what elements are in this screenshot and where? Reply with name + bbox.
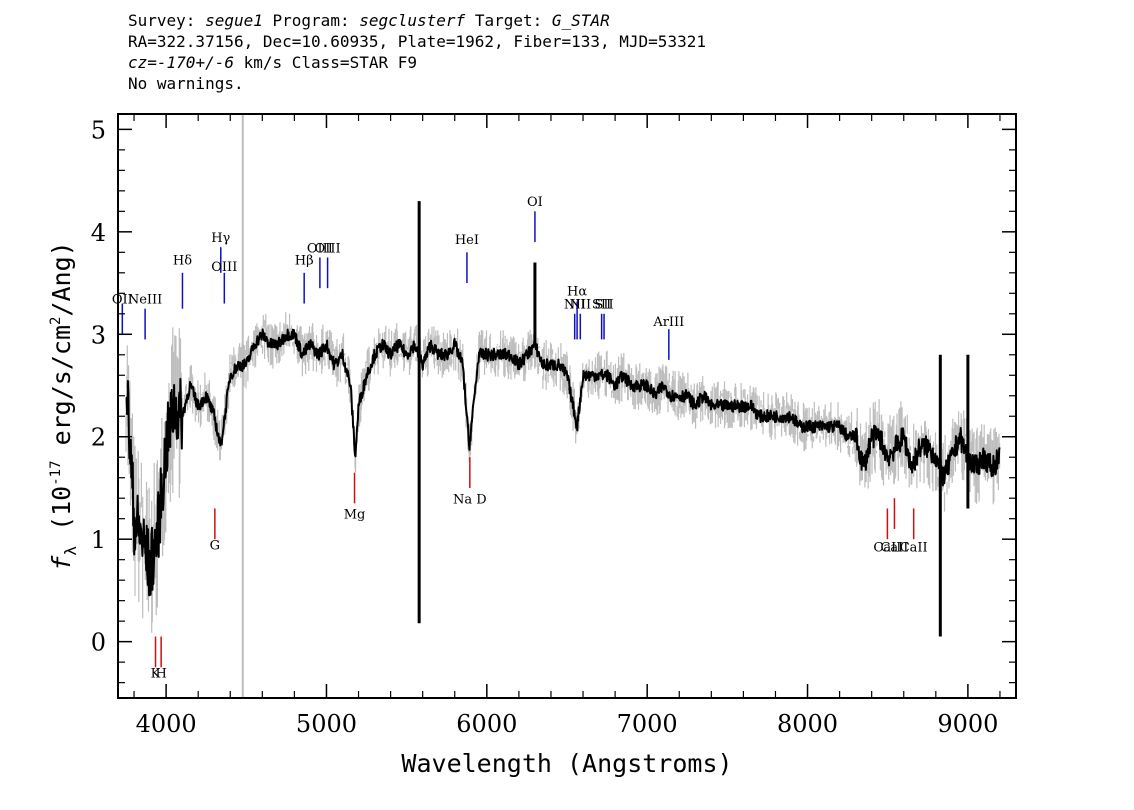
- absorption-line-label-2: G: [210, 538, 220, 553]
- y-title-part-2: (10: [47, 486, 76, 546]
- absorption-line-label-3: Mg: [344, 508, 366, 523]
- emission-line-label-2: Hδ: [173, 254, 192, 269]
- emission-line-label-5: Hβ: [295, 254, 314, 269]
- y-axis-title: fλ (10-17 erg/s/cm2/Ang): [47, 241, 80, 570]
- y-title-part-6: /Ang): [47, 241, 76, 316]
- plot-frame: [117, 113, 1017, 699]
- x-tick-label-0: 4000: [136, 710, 197, 738]
- y-title-part-3: -17: [48, 460, 64, 485]
- noise-layer: [125, 114, 1001, 698]
- emission-line-label-8: HeI: [455, 233, 479, 248]
- header-line-2: RA=322.37156, Dec=10.60935, Plate=1962, …: [128, 32, 706, 51]
- header-line-3: cz=-170+/-6 km/s Class=STAR F9: [128, 52, 706, 73]
- absorption-line-label-5: CaII: [873, 540, 901, 555]
- y-tick-label-5: 5: [91, 116, 106, 144]
- x-tick-label-5: 9000: [937, 710, 998, 738]
- emission-line-label-7: OIII: [315, 241, 341, 256]
- program-label: Program:: [272, 11, 350, 30]
- header-line-1: Survey: segue1 Program: segclusterf Targ…: [128, 10, 706, 31]
- absorption-line-label-0: K: [151, 667, 161, 682]
- emission-line-label-6: OIII: [307, 241, 333, 256]
- x-tick-label-2: 6000: [456, 710, 517, 738]
- cz-label: cz=: [128, 53, 157, 72]
- header-line-4: No warnings.: [128, 74, 244, 93]
- x-tick-label-1: 5000: [296, 710, 357, 738]
- y-title-part-1: λ: [61, 546, 80, 556]
- x-axis-title: Wavelength (Angstroms): [401, 749, 732, 778]
- axis-layer: 4000 5000 6000 7000 8000 9000 0 1 2 3 4 5: [91, 114, 1016, 738]
- y-tick-label-3: 3: [91, 321, 106, 349]
- y-title-part-5: 2: [48, 317, 64, 325]
- x-tick-label-4: 8000: [777, 710, 838, 738]
- y-tick-label-0: 0: [91, 629, 106, 657]
- survey-label: Survey:: [128, 11, 196, 30]
- y-title-part-0: f: [47, 555, 76, 571]
- absorption-line-label-7: CaII: [900, 540, 928, 555]
- class-info: km/s Class=STAR F9: [233, 53, 417, 72]
- emission-line-label-10: NII: [564, 298, 586, 313]
- emission-line-label-1: NeIII: [128, 293, 162, 308]
- emission-line-label-4: OIII: [211, 260, 237, 275]
- target-label: Target:: [474, 11, 543, 30]
- spectrum-header: Survey: segue1 Program: segclusterf Targ…: [128, 10, 706, 94]
- y-tick-label-4: 4: [91, 219, 106, 247]
- y-tick-label-1: 1: [91, 526, 106, 554]
- emission-line-label-12: NII: [569, 298, 591, 313]
- emission-line-label-15: ArIII: [652, 315, 684, 330]
- absorption-line-label-4: Na D: [453, 492, 487, 507]
- flux-series: [125, 328, 1001, 597]
- emission-line-label-11: Hα: [567, 284, 587, 299]
- x-tick-label-3: 7000: [617, 710, 678, 738]
- flux-layer: [125, 201, 1001, 637]
- y-tick-label-2: 2: [91, 424, 106, 452]
- emission-line-label-9: OI: [527, 195, 543, 210]
- cz-value: -170+/-6: [156, 53, 234, 72]
- survey-value: segue1: [205, 11, 263, 30]
- emission-line-label-3: Hγ: [211, 231, 230, 246]
- program-value: segclusterf: [359, 11, 466, 30]
- target-value: G_STAR: [551, 11, 610, 30]
- absorption-line-label-1: H: [155, 667, 166, 682]
- emission-line-label-14: SII: [594, 298, 613, 313]
- emission-line-label-13: SII: [592, 298, 611, 313]
- absorption-line-label-6: CaII: [880, 540, 908, 555]
- y-title-part-4: erg/s/cm: [47, 325, 76, 460]
- noise-band: [125, 312, 1001, 633]
